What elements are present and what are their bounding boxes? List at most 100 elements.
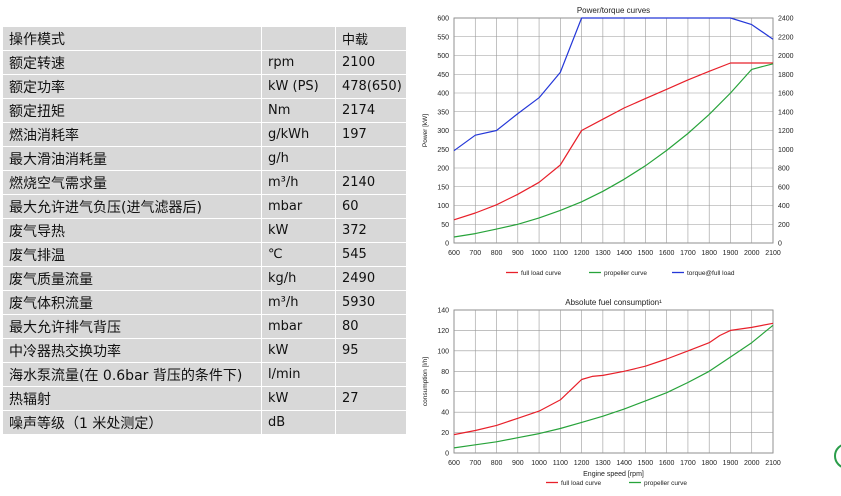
x-tick-label: 1000 bbox=[531, 460, 547, 467]
unit-cell: m³/h bbox=[261, 290, 336, 315]
chart-title: Power/torque curves bbox=[577, 6, 650, 15]
param-cell: 操作模式 bbox=[2, 26, 262, 51]
power-torque-chart: 600 700 800 900 1000 1100 1200 1300 1400 1500 1600… bbox=[422, 6, 794, 277]
param-cell: 最大允许排气背压 bbox=[2, 314, 262, 339]
y-tick-label: 200 bbox=[437, 166, 449, 173]
param-cell: 废气排温 bbox=[2, 242, 262, 267]
x-tick-label: 1200 bbox=[574, 460, 590, 467]
spec-table: 操作模式 中载 额定转速 rpm 2100 额定功率 kW (PS) 478(650) 额定扭矩… bbox=[2, 26, 407, 435]
y2-tick-label: 800 bbox=[778, 166, 790, 173]
y-tick-label: 350 bbox=[437, 109, 449, 116]
y-tick-label: 250 bbox=[437, 147, 449, 154]
param-cell: 废气体积流量 bbox=[2, 290, 262, 315]
value-cell: 2490 bbox=[335, 266, 407, 291]
x-tick-label: 1900 bbox=[723, 460, 739, 467]
param-cell: 废气质量流量 bbox=[2, 266, 262, 291]
table-row: 燃烧空气需求量 m³/h 2140 bbox=[2, 170, 407, 195]
y2-tick-label: 2400 bbox=[778, 16, 794, 23]
y2-tick-label: 1000 bbox=[778, 147, 794, 154]
y-tick-label: 0 bbox=[445, 241, 449, 248]
unit-cell: m³/h bbox=[261, 170, 336, 195]
x-tick-label: 1600 bbox=[659, 460, 675, 467]
value-cell: 2100 bbox=[335, 50, 407, 75]
unit-cell: rpm bbox=[261, 50, 336, 75]
y-tick-label: 150 bbox=[437, 184, 449, 191]
unit-cell: mbar bbox=[261, 194, 336, 219]
x-tick-label: 1600 bbox=[659, 250, 675, 257]
x-tick-label: 2000 bbox=[744, 460, 760, 467]
y2-tick-label: 600 bbox=[778, 184, 790, 191]
y-tick-label: 550 bbox=[437, 34, 449, 41]
table-row: 最大滑油消耗量 g/h bbox=[2, 146, 407, 171]
x-axis-label: Engine speed [rpm] bbox=[583, 471, 644, 478]
value-cell bbox=[335, 146, 407, 171]
table-row: 废气导热 kW 372 bbox=[2, 218, 407, 243]
y-tick-label: 80 bbox=[441, 369, 449, 376]
value-cell: 80 bbox=[335, 314, 407, 339]
plot-area bbox=[453, 309, 774, 454]
unit-cell: g/h bbox=[261, 146, 336, 171]
param-cell: 热辐射 bbox=[2, 386, 262, 411]
value-cell: 478(650) bbox=[335, 74, 407, 99]
table-row: 额定转速 rpm 2100 bbox=[2, 50, 407, 75]
y-tick-label: 300 bbox=[437, 128, 449, 135]
x-tick-label: 1200 bbox=[574, 250, 590, 257]
unit-cell: mbar bbox=[261, 314, 336, 339]
value-cell: 2140 bbox=[335, 170, 407, 195]
unit-cell: dB bbox=[261, 410, 336, 435]
value-cell: 372 bbox=[335, 218, 407, 243]
x-tick-label: 1400 bbox=[616, 460, 632, 467]
value-cell: 5930 bbox=[335, 290, 407, 315]
y-tick-label: 100 bbox=[437, 203, 449, 210]
unit-cell: kg/h bbox=[261, 266, 336, 291]
x-tick-label: 1100 bbox=[553, 460, 568, 467]
legend-label: torque@full load bbox=[687, 270, 735, 277]
param-cell: 额定转速 bbox=[2, 50, 262, 75]
value-cell: 27 bbox=[335, 386, 407, 411]
x-tick-label: 600 bbox=[448, 250, 460, 257]
param-cell: 海水泵流量(在 0.6bar 背压的条件下) bbox=[2, 362, 262, 387]
param-cell: 中冷器热交换功率 bbox=[2, 338, 262, 363]
series-line bbox=[453, 324, 774, 449]
x-tick-label: 1800 bbox=[701, 250, 717, 257]
table-row: 噪声等级（1 米处测定） dB bbox=[2, 410, 407, 435]
y-tick-label: 0 bbox=[445, 451, 449, 458]
x-tick-label: 1100 bbox=[553, 250, 568, 257]
param-cell: 最大允许进气负压(进气滤器后) bbox=[2, 194, 262, 219]
x-tick-label: 1700 bbox=[680, 250, 696, 257]
param-cell: 燃油消耗率 bbox=[2, 122, 262, 147]
x-tick-label: 2100 bbox=[765, 250, 781, 257]
x-tick-label: 900 bbox=[512, 460, 524, 467]
fuel-consumption-chart: 600 700 800 900 1000 1100 1200 1300 1400 1500 1600… bbox=[422, 298, 781, 487]
x-tick-label: 1800 bbox=[701, 460, 717, 467]
unit-cell: kW bbox=[261, 386, 336, 411]
x-tick-label: 800 bbox=[491, 250, 503, 257]
unit-cell: Nm bbox=[261, 98, 336, 123]
y-tick-label: 40 bbox=[441, 410, 449, 417]
chart-title: Absolute fuel consumption¹ bbox=[565, 298, 662, 307]
param-cell: 最大滑油消耗量 bbox=[2, 146, 262, 171]
value-cell: 197 bbox=[335, 122, 407, 147]
value-cell: 2174 bbox=[335, 98, 407, 123]
value-cell: 60 bbox=[335, 194, 407, 219]
table-row: 中冷器热交换功率 kW 95 bbox=[2, 338, 407, 363]
series-line bbox=[453, 17, 774, 152]
unit-cell: l/min bbox=[261, 362, 336, 387]
y-axis-label: Power [kW] bbox=[422, 114, 429, 147]
x-tick-label: 600 bbox=[448, 460, 460, 467]
x-tick-label: 1400 bbox=[616, 250, 632, 257]
x-tick-label: 700 bbox=[469, 460, 481, 467]
y2-tick-label: 200 bbox=[778, 222, 790, 229]
y-tick-label: 120 bbox=[437, 328, 449, 335]
unit-cell bbox=[261, 26, 336, 51]
x-tick-label: 1300 bbox=[595, 460, 611, 467]
y-tick-label: 500 bbox=[437, 53, 449, 60]
unit-cell: kW bbox=[261, 218, 336, 243]
y-tick-label: 140 bbox=[437, 308, 449, 315]
x-tick-label: 2000 bbox=[744, 250, 760, 257]
y2-tick-label: 1600 bbox=[778, 91, 794, 98]
y-tick-label: 400 bbox=[437, 91, 449, 98]
series-line bbox=[453, 322, 774, 436]
param-cell: 燃烧空气需求量 bbox=[2, 170, 262, 195]
x-tick-label: 1000 bbox=[531, 250, 547, 257]
